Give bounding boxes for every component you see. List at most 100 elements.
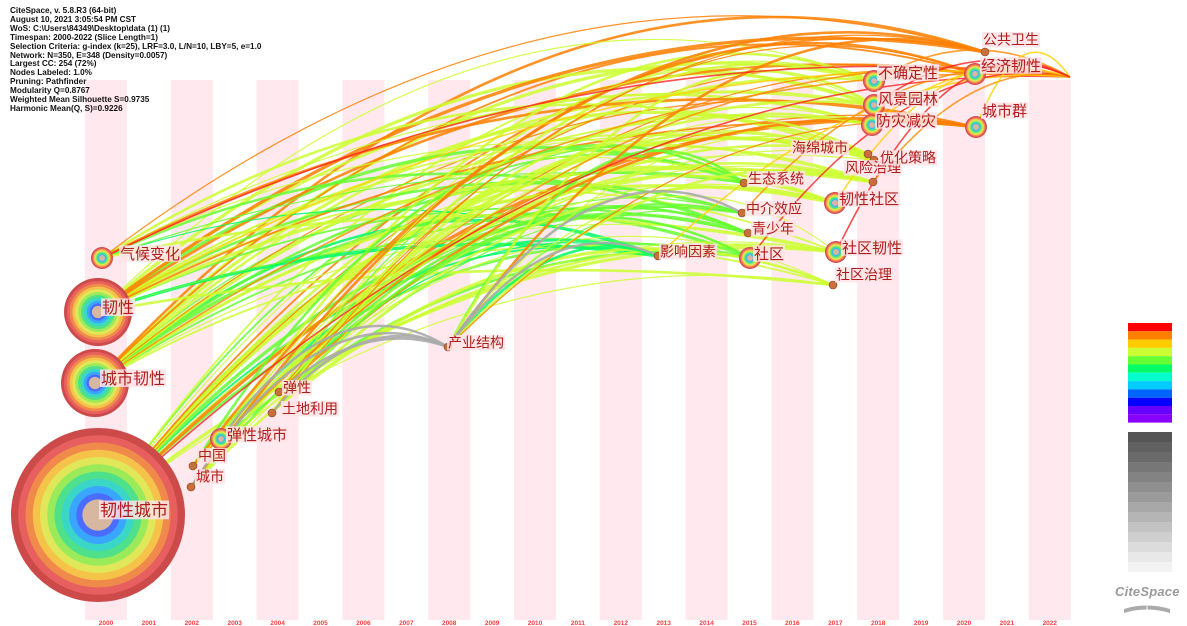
citation-edge (97, 145, 745, 314)
year-label: 2010 (528, 620, 543, 626)
label-bg (226, 426, 288, 443)
legend-color-swatch (1128, 331, 1172, 340)
node-label[interactable]: 产业结构 (448, 336, 504, 352)
keyword-node-icon[interactable] (186, 482, 196, 492)
year-label: 2019 (914, 620, 929, 626)
legend-gray-swatch (1128, 482, 1172, 492)
label-bg (981, 102, 1028, 119)
keyword-node-icon[interactable] (210, 428, 232, 450)
node-label[interactable]: 社区韧性 (842, 239, 902, 257)
node-label[interactable]: 韧性社区 (839, 190, 899, 208)
citation-edge (97, 75, 1071, 516)
label-bg (745, 201, 803, 217)
keyword-node-icon[interactable] (11, 428, 185, 602)
keyword-node-icon[interactable] (825, 241, 847, 263)
node-label[interactable]: 中介效应 (746, 201, 802, 218)
keyword-node-icon[interactable] (739, 178, 749, 188)
summary-line: Weighted Mean Silhouette S=0.9735 (10, 95, 150, 105)
node-label[interactable]: 社区 (754, 245, 784, 263)
summary-line: CiteSpace, v. 5.8.R3 (64-bit) (10, 6, 117, 15)
node-label[interactable]: 中国 (198, 449, 226, 465)
label-bg (980, 57, 1042, 74)
node-label[interactable]: 土地利用 (282, 402, 338, 418)
citation-edge (97, 133, 875, 313)
node-label[interactable]: 城市韧性 (101, 369, 165, 388)
color-legend (1128, 323, 1172, 572)
year-label: 2003 (227, 620, 242, 626)
label-bg (751, 221, 795, 237)
keyword-node-icon[interactable] (965, 116, 987, 138)
citation-edge (97, 36, 986, 314)
keyword-node-icon[interactable] (868, 177, 878, 187)
legend-gray-swatch (1128, 472, 1172, 482)
year-label: 2002 (185, 620, 200, 626)
node-label[interactable]: 影响因素 (660, 245, 716, 261)
summary-line: WoS: C:\Users\84349\Desktop\data (1) (1) (10, 23, 171, 33)
year-label: 2005 (313, 620, 328, 626)
node-label[interactable]: 经济韧性 (981, 57, 1041, 75)
citation-edge (447, 168, 874, 348)
node-label[interactable]: 生态系统 (748, 172, 804, 188)
keyword-node-icon[interactable] (64, 278, 132, 346)
label-bg (447, 335, 505, 351)
node-label[interactable]: 优化策略 (880, 150, 936, 167)
node-label[interactable]: 韧性城市 (100, 501, 168, 521)
citation-edge (94, 154, 875, 384)
citation-edge (278, 66, 875, 393)
year-label: 2021 (1000, 620, 1015, 626)
year-label: 2006 (356, 620, 371, 626)
node-label[interactable]: 弹性城市 (227, 426, 287, 444)
node-label[interactable]: 防灾减灾 (876, 112, 936, 130)
legend-color-swatch (1128, 389, 1172, 398)
year-label: 2015 (742, 620, 757, 626)
legend-gray-swatch (1128, 432, 1172, 442)
node-label[interactable]: 公共卫生 (983, 33, 1039, 49)
keyword-node-icon[interactable] (743, 228, 753, 238)
summary-line: Timespan: 2000-2022 (Slice Length=1) (10, 32, 158, 42)
label-bg (875, 112, 937, 129)
citation-edge (96, 67, 875, 314)
node-label[interactable]: 弹性 (283, 381, 311, 397)
label-bg (197, 448, 227, 464)
keyword-node-icon[interactable] (274, 387, 284, 397)
keyword-node-icon[interactable] (188, 461, 198, 471)
legend-color-swatch (1128, 347, 1172, 357)
citation-edge (101, 15, 986, 259)
keyword-node-icon[interactable] (863, 149, 873, 159)
keyword-node-icon[interactable] (267, 408, 277, 418)
legend-gray-swatch (1128, 552, 1172, 562)
label-bg (791, 140, 849, 156)
summary-line: Largest CC: 254 (72%) (10, 59, 97, 69)
citation-edge (446, 190, 743, 348)
label-bg (838, 190, 900, 207)
node-label[interactable]: 气候变化 (120, 245, 180, 263)
citation-edge (96, 76, 875, 516)
year-label: 2000 (99, 620, 114, 626)
node-label[interactable]: 城市 (196, 469, 224, 486)
legend-color-swatch (1128, 406, 1172, 415)
node-label[interactable]: 青少年 (752, 222, 794, 238)
citespace-logo: CiteSpace (1115, 584, 1180, 599)
keyword-node-icon[interactable] (828, 280, 838, 290)
node-label[interactable]: 不确定性 (878, 64, 938, 82)
node-label[interactable]: 城市群 (982, 102, 1027, 120)
summary-line: Selection Criteria: g-index (k=25), LRF=… (10, 41, 262, 51)
node-label[interactable]: 风景园林 (878, 90, 938, 108)
logo-book-icon (1124, 605, 1170, 615)
node-label[interactable]: 社区治理 (836, 268, 892, 284)
keyword-node-icon[interactable] (980, 47, 990, 57)
node-label[interactable]: 韧性 (102, 298, 134, 317)
legend-color-swatch (1128, 364, 1172, 373)
legend-gray-swatch (1128, 512, 1172, 522)
citation-edge (219, 324, 449, 440)
keyword-node-icon[interactable] (737, 208, 747, 218)
year-label: 2009 (485, 620, 500, 626)
citation-edge (93, 212, 751, 385)
year-axis: 2000 2001 2002 2003 2004 2005 2006 2007 2008 2009… (99, 620, 1058, 626)
legend-color-swatch (1128, 339, 1172, 348)
node-label[interactable]: 海绵城市 (792, 140, 848, 157)
citation-edge (101, 208, 659, 259)
keyword-node-icon[interactable] (91, 247, 113, 269)
citation-edge (975, 51, 1071, 128)
legend-color-swatch (1128, 323, 1172, 332)
